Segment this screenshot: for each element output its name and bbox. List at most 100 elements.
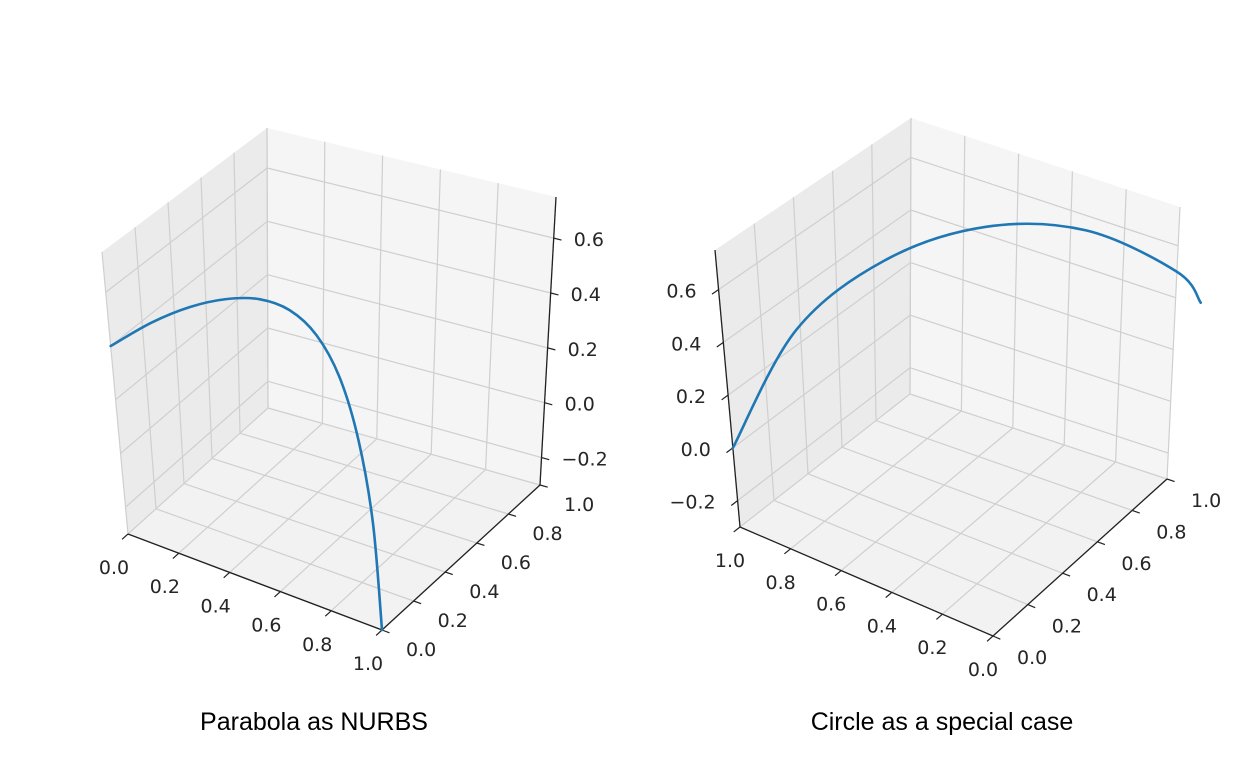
gridline-y-wall	[266, 127, 269, 409]
gridline-z-wall	[267, 220, 551, 294]
z-tick-label: 0.2	[568, 339, 598, 361]
z-tick-label: 0.6	[666, 281, 696, 303]
z-tick-label: 0.0	[681, 439, 711, 461]
gridline-z-wall	[727, 262, 911, 396]
z-tick-label: −0.2	[669, 492, 715, 514]
y-tick-label: 0.6	[501, 552, 531, 574]
gridline-y-floor	[773, 499, 1029, 606]
y-tick-mark	[1132, 509, 1140, 514]
gridline-x-floor	[178, 422, 323, 554]
z-tick-label: 0.2	[676, 386, 706, 408]
gridline-y-floor	[267, 407, 541, 486]
pane-floor	[128, 408, 540, 630]
gridline-y-wall	[134, 227, 157, 509]
z-tick-mark	[730, 500, 738, 506]
x-tick-label: 0.8	[302, 634, 332, 656]
x-tick-label: 0.0	[968, 659, 998, 681]
gridline-x-floor	[891, 444, 1065, 593]
x-tick-label: 0.2	[917, 637, 947, 659]
gridline-z-wall	[910, 209, 1176, 299]
gridline-x-wall	[376, 155, 384, 439]
gridline-x-floor	[840, 427, 1014, 572]
x-tick-mark	[172, 552, 180, 560]
gridline-x-floor	[330, 469, 487, 612]
gridline-y-wall	[792, 197, 809, 474]
x-tick-mark	[733, 526, 741, 533]
pane-y1	[910, 118, 1180, 479]
gridline-z-wall	[910, 314, 1171, 402]
y-tick-mark	[1097, 541, 1106, 546]
gridline-z-wall	[105, 167, 268, 293]
y-tick-label: 0.4	[469, 581, 499, 603]
z-tick-mark	[726, 447, 734, 454]
y-tick-mark	[1166, 478, 1175, 483]
gridline-z-wall	[910, 156, 1179, 247]
gridline-x-floor	[127, 407, 269, 535]
gridline-y-wall	[101, 251, 129, 535]
pane-floor	[740, 394, 1167, 636]
x-tick-mark	[986, 635, 994, 642]
y-tick-mark	[1062, 572, 1071, 577]
y-tick-mark	[539, 484, 548, 488]
x-tick-mark	[274, 591, 281, 598]
axes-parabola: 0.00.20.40.60.81.00.00.20.40.60.81.0−0.2…	[99, 127, 608, 675]
y-axis-line	[381, 484, 541, 631]
y-tick-label: 0.0	[406, 639, 436, 661]
gridline-y-wall	[753, 223, 775, 501]
gridline-y-floor	[807, 473, 1063, 574]
gridline-z-wall	[267, 167, 554, 239]
gridline-y-floor	[239, 432, 509, 515]
series-line-0	[731, 222, 1202, 450]
x-tick-mark	[935, 613, 943, 620]
y-tick-mark	[476, 542, 485, 547]
x-tick-label: 0.6	[251, 615, 281, 637]
y-tick-label: 0.8	[532, 523, 562, 545]
gridline-x-floor	[279, 453, 432, 593]
z-tick-label: −0.2	[562, 449, 608, 471]
caption-circle: Circle as a special case	[810, 708, 1074, 736]
gridline-z-wall	[115, 274, 268, 401]
gridline-y-floor	[211, 457, 477, 544]
z-tick-mark	[553, 237, 562, 241]
y-tick-mark	[992, 635, 1001, 640]
x-tick-label: 0.2	[150, 576, 180, 598]
gridline-z-wall	[110, 220, 268, 347]
x-axis-line	[739, 526, 994, 637]
gridline-z-wall	[120, 327, 269, 454]
gridline-x-wall	[1115, 189, 1127, 463]
pane-y1	[267, 128, 556, 485]
gridline-y-floor	[909, 393, 1168, 480]
gridline-z-wall	[909, 367, 1169, 454]
y-tick-mark	[445, 571, 453, 576]
y-tick-label: 0.8	[1156, 521, 1186, 543]
y-axis-line	[992, 478, 1168, 637]
gridline-x-wall	[1012, 153, 1020, 429]
x-tick-label: 0.0	[99, 557, 129, 579]
x-tick-mark	[324, 610, 332, 617]
z-tick-mark	[721, 394, 729, 401]
gridline-y-wall	[909, 117, 912, 395]
gridline-z-wall	[732, 314, 911, 449]
y-tick-mark	[413, 600, 422, 605]
gridline-z-wall	[125, 380, 269, 508]
x-tick-label: 0.8	[765, 572, 795, 594]
y-tick-label: 0.2	[438, 610, 468, 632]
z-tick-mark	[550, 292, 559, 296]
gridline-z-wall	[910, 262, 1174, 351]
gridline-y-wall	[233, 152, 241, 434]
z-tick-mark	[547, 347, 556, 351]
x-tick-mark	[834, 570, 842, 577]
x-tick-mark	[223, 571, 231, 579]
gridline-x-wall	[430, 169, 441, 455]
z-axis-line	[714, 249, 741, 528]
gridline-x-wall	[485, 183, 499, 470]
pane-x0	[102, 128, 268, 534]
gridline-y-floor	[875, 420, 1133, 511]
z-tick-mark	[716, 341, 724, 348]
series-line-0	[109, 296, 384, 632]
gridline-x-floor	[942, 461, 1116, 615]
x-tick-label: 1.0	[353, 653, 383, 675]
z-tick-mark	[711, 289, 719, 295]
x-tick-mark	[783, 548, 791, 555]
z-tick-mark	[544, 402, 553, 406]
